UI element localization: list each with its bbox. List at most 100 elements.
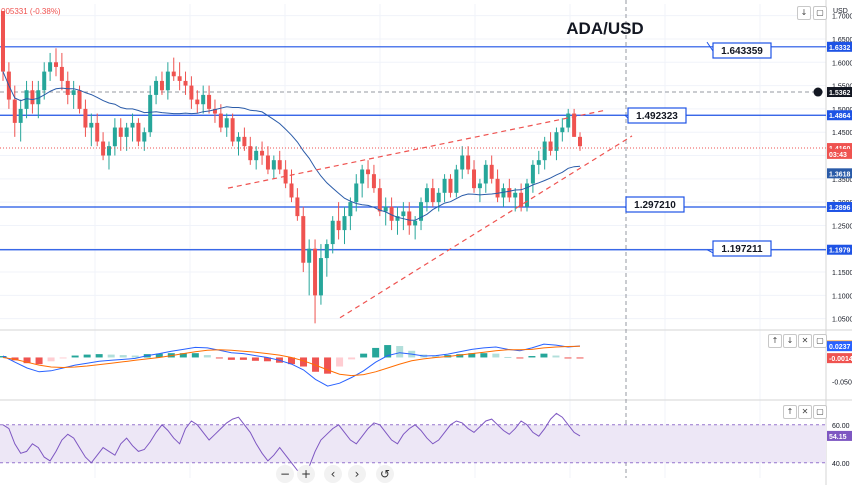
zoom-out-button[interactable]: − — [276, 465, 294, 483]
candle-body — [483, 164, 488, 184]
macd-price-tag — [827, 341, 852, 352]
price-tag — [827, 110, 852, 121]
y-axis-tick-label: 1.4500 — [832, 130, 852, 137]
price-tag — [827, 143, 852, 154]
candle-body — [277, 160, 282, 170]
candle-body — [12, 99, 17, 123]
candle-body — [42, 71, 47, 91]
candle-body — [224, 118, 229, 128]
macd-histogram-bar — [251, 357, 259, 361]
rsi-price-tag — [827, 430, 852, 441]
y-axis-tick-label: 1.6500 — [832, 37, 852, 44]
macd-histogram-bar — [35, 357, 43, 365]
macd-close-button[interactable]: ✕ — [798, 334, 812, 348]
candle-body — [165, 71, 170, 91]
macd-histogram-bar — [336, 357, 344, 367]
candle-body — [230, 118, 235, 142]
macd-histogram-bar — [179, 353, 187, 358]
macd-histogram-bar — [528, 356, 536, 358]
candle-body — [53, 62, 58, 67]
callout-box — [625, 196, 685, 213]
macd-histogram-bar — [239, 357, 247, 360]
y-axis-tick-label: 1.1500 — [832, 270, 852, 277]
rsi-axis-tick-label: 60.00 — [832, 423, 850, 430]
candle-body — [572, 113, 577, 137]
candle-body — [360, 169, 365, 184]
y-axis-tick-label: 1.2500 — [832, 223, 852, 230]
macd-histogram-bar — [324, 357, 332, 374]
candle-body — [495, 178, 500, 198]
macd-move-down-button[interactable]: ↓ — [783, 334, 797, 348]
candle-body — [295, 197, 300, 217]
scroll-right-button[interactable]: › — [348, 465, 366, 483]
rsi-move-up-button[interactable]: ↑ — [783, 405, 797, 419]
macd-price-tag-label: 0.0237 — [829, 344, 851, 351]
macd-move-up-button[interactable]: ↑ — [768, 334, 782, 348]
candle-body — [48, 62, 53, 72]
macd-histogram-bar — [564, 357, 572, 359]
macd-histogram-bar — [468, 353, 476, 358]
candle-body — [536, 160, 541, 165]
candle-body — [65, 80, 70, 95]
candle-body — [218, 113, 223, 128]
candle-body — [401, 211, 406, 217]
rsi-maximize-button[interactable]: ▢ — [813, 405, 827, 419]
callout-box — [627, 107, 687, 124]
y-axis-tick-label: 1.0500 — [832, 317, 852, 324]
macd-maximize-button[interactable]: ▢ — [813, 334, 827, 348]
candle-body — [159, 80, 164, 91]
candle-body — [430, 188, 435, 203]
callout-label: 1.643359 — [721, 46, 763, 57]
clock-icon — [813, 87, 823, 97]
macd-histogram-bar — [504, 356, 512, 358]
macd-axis-tick-label: -0.0500 — [832, 379, 852, 386]
macd-histogram-bar — [263, 357, 271, 362]
scale-menu-button[interactable]: ↓ — [797, 6, 811, 20]
price-tag — [827, 87, 852, 98]
candle-body — [95, 122, 100, 142]
price-tag — [827, 201, 852, 212]
candle-body — [336, 220, 341, 231]
callout-box — [712, 42, 772, 59]
candle-body — [242, 136, 247, 147]
candle-body — [136, 122, 141, 142]
candle-body — [289, 183, 294, 198]
candle-body — [477, 183, 482, 189]
candle-body — [525, 183, 530, 207]
macd-histogram-bar — [576, 357, 584, 359]
macd-histogram-bar — [348, 357, 356, 360]
macd-histogram-bar — [492, 353, 500, 358]
candle-body — [578, 136, 582, 147]
macd-histogram-bar — [131, 355, 139, 358]
macd-histogram-bar — [0, 356, 7, 358]
macd-histogram-bar — [227, 357, 235, 360]
candle-body — [195, 99, 200, 105]
macd-histogram-bar — [155, 353, 163, 358]
macd-histogram-bar — [47, 357, 55, 362]
rsi-close-button[interactable]: ✕ — [798, 405, 812, 419]
scroll-left-button[interactable]: ‹ — [324, 465, 342, 483]
candle-body — [507, 188, 512, 198]
candle-body — [530, 164, 535, 184]
macd-histogram-bar — [480, 353, 488, 358]
reset-chart-button[interactable]: ↺ — [376, 465, 394, 483]
scale-restore-button[interactable]: ▢ — [813, 6, 827, 20]
callout-label: 1.297210 — [634, 200, 676, 211]
zoom-in-button[interactable]: + — [297, 465, 315, 483]
macd-histogram-bar — [203, 355, 211, 358]
macd-histogram-bar — [71, 355, 79, 358]
candle-body — [566, 113, 571, 128]
y-axis-tick-label: 1.7000 — [832, 14, 852, 21]
macd-histogram-bar — [300, 357, 308, 367]
price-tag — [827, 148, 852, 159]
macd-histogram-bar — [11, 357, 19, 361]
macd-line — [2, 343, 581, 387]
candle-body — [171, 71, 176, 77]
candle-body — [112, 127, 117, 147]
candle-body — [354, 183, 359, 203]
candle-body — [318, 258, 323, 296]
y-axis-tick-label: 1.3500 — [832, 177, 852, 184]
macd-histogram-bar — [83, 354, 91, 358]
price-tag-label: 1.3618 — [829, 171, 851, 178]
